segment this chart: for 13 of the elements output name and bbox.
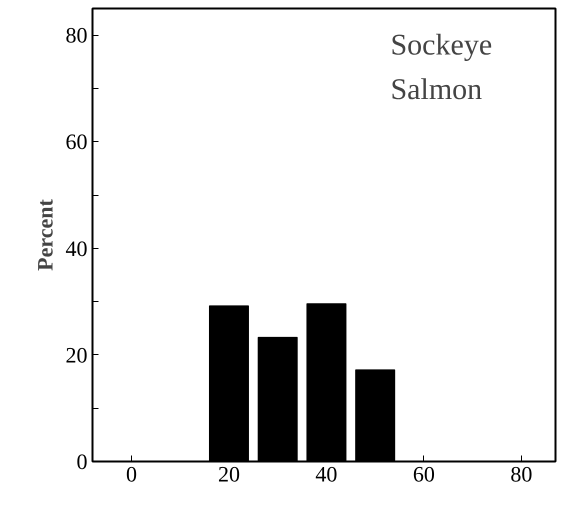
bar (355, 369, 396, 462)
x-tick-label: 60 (412, 462, 435, 486)
x-tick-label: 0 (126, 462, 137, 486)
y-axis-title: Percent (32, 198, 58, 271)
y-tick-label: 40 (66, 236, 88, 261)
y-tick-label: 80 (66, 22, 88, 48)
y-tick-label: 20 (66, 342, 88, 368)
x-tick-label: 40 (315, 462, 338, 486)
bar (258, 336, 298, 462)
x-tick-label: 20 (218, 462, 240, 486)
annotation: Sockeye Salmon (390, 28, 492, 106)
x-tick-label: 80 (510, 462, 532, 486)
y-tick-label: 60 (66, 129, 88, 154)
